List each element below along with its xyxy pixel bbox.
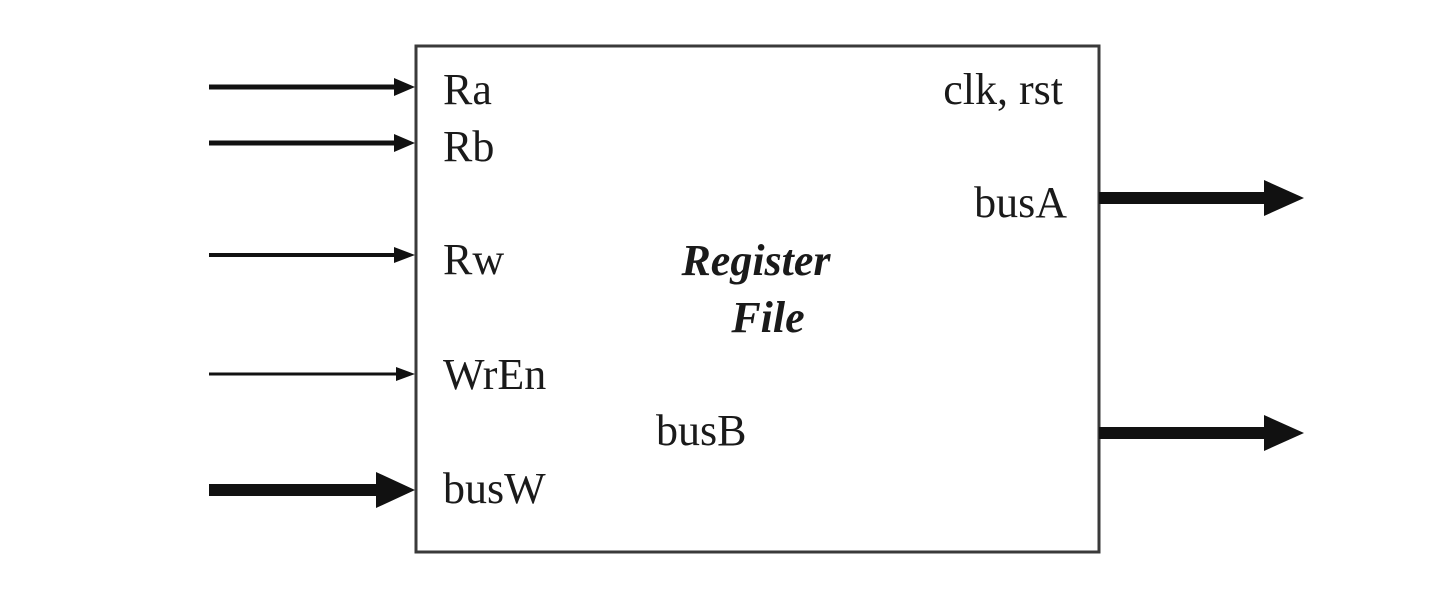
output-busb-arrow: [1099, 415, 1304, 451]
register-file-title-line2: File: [730, 293, 804, 342]
input-ra-arrow: [209, 78, 415, 96]
input-busw-arrow: [209, 472, 415, 508]
register-file-block: [414, 44, 1101, 554]
output-busa-arrow: [1099, 180, 1304, 216]
input-rb-arrow: [209, 134, 415, 152]
output-busb-label: busB: [656, 406, 746, 455]
input-wren-arrow: [209, 367, 415, 381]
control-clk-rst-label: clk, rst: [943, 65, 1063, 114]
output-busa-label: busA: [974, 178, 1067, 227]
register-file-title-line1: Register: [680, 236, 831, 285]
input-rw-label: Rw: [443, 235, 504, 284]
input-ra-label: Ra: [443, 65, 492, 114]
input-rw-arrow: [209, 247, 415, 263]
input-rb-label: Rb: [443, 122, 494, 171]
input-busw-label: busW: [443, 464, 546, 513]
input-wren-label: WrEn: [443, 350, 546, 399]
